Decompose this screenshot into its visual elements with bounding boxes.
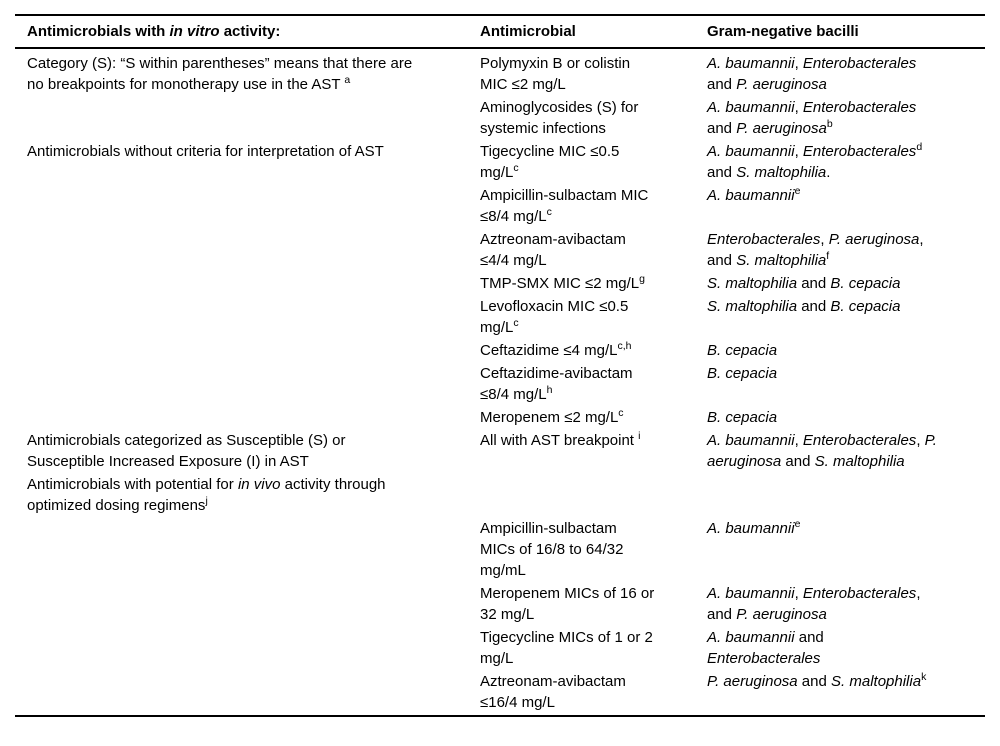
antimicrobial-cell: Aztreonam-avibactam ≤16/4 mg/L [480,673,626,711]
table-row: Polymyxin B or colistin MIC ≤2 mg/L A. ba… [480,53,985,95]
table-row: Aminoglycosides (S) for systemic infectio… [480,97,985,139]
antimicrobial-cell: Ceftazidime ≤4 mg/Lc,h [480,340,632,359]
group-label-paragraph: Antimicrobials with potential for in viv… [27,476,386,514]
table-row: Aztreonam-avibactam ≤4/4 mg/L Enterobacte… [480,229,985,271]
bacilli-cell: S. maltophilia and B. cepacia [707,298,901,315]
antimicrobial-cell: Aminoglycosides (S) for systemic infectio… [480,99,639,137]
bacilli-cell: A. baumanniie [707,185,801,204]
bacilli-cell: B. cepacia [707,365,778,382]
table-header-rule [15,47,985,49]
table-row: Ampicillin-sulbactam MIC ≤8/4 mg/Lc A. ba… [480,185,985,227]
table-header-row: Antimicrobials with in vitro activity: A… [15,16,985,47]
antimicrobial-cell: Tigecycline MICs of 1 or 2 mg/L [480,629,653,667]
table-row: Levofloxacin MIC ≤0.5 mg/Lc S. maltophili… [480,296,985,338]
bacilli-cell: P. aeruginosa and S. maltophiliak [707,671,927,690]
paper-table-page: Antimicrobials with in vitro activity: A… [0,14,1000,717]
antimicrobial-cell: Aztreonam-avibactam ≤4/4 mg/L [480,231,626,269]
antimicrobial-cell: Levofloxacin MIC ≤0.5 mg/Lc [480,298,629,336]
group-rows: Polymyxin B or colistin MIC ≤2 mg/L A. ba… [480,53,985,141]
table-row: Tigecycline MIC ≤0.5 mg/Lc A. baumannii, … [480,141,985,183]
bacilli-cell: A. baumannii, Enterobacterales and P. aer… [707,99,917,137]
bacilli-cell: A. baumannii, Enterobacteralesd and S. ma… [707,141,923,181]
antimicrobials-table: Antimicrobials with in vitro activity: A… [15,14,985,717]
group-label-cell: Antimicrobials without criteria for inte… [15,141,480,164]
table-group-susceptible-optimized: Antimicrobials categorized as Susceptibl… [15,430,985,715]
table-row: Meropenem MICs of 16 or 32 mg/L A. bauman… [480,583,985,625]
table-row: Aztreonam-avibactam ≤16/4 mg/L P. aerugin… [480,671,985,713]
bacilli-cell: A. baumanniie [707,518,801,537]
table-row: All with AST breakpoint i A. baumannii, … [480,430,985,516]
bacilli-cell: B. cepacia [707,409,778,426]
table-row: Tigecycline MICs of 1 or 2 mg/L A. bauman… [480,627,985,669]
table-row: Meropenem ≤2 mg/Lc B. cepacia [480,407,985,428]
table-body: Category (S): “S within parentheses” mea… [15,49,985,715]
table-row: Ampicillin-sulbactam MICs of 16/8 to 64/3… [480,518,985,581]
antimicrobial-cell: Ampicillin-sulbactam MICs of 16/8 to 64/3… [480,520,624,579]
antimicrobial-cell: Ampicillin-sulbactam MIC ≤8/4 mg/Lc [480,187,649,225]
header-antimicrobials-in-vitro: Antimicrobials with in vitro activity: [27,23,281,40]
antimicrobial-cell: Ceftazidime-avibactam ≤8/4 mg/Lh [480,365,633,403]
group-label-paragraph: Antimicrobials categorized as Susceptibl… [27,432,346,470]
antimicrobial-cell: Meropenem MICs of 16 or 32 mg/L [480,585,655,623]
group-label-cell: Antimicrobials categorized as Susceptibl… [15,430,480,518]
antimicrobial-cell: TMP-SMX MIC ≤2 mg/Lg [480,273,645,292]
antimicrobial-cell: Meropenem ≤2 mg/Lc [480,407,624,426]
table-row: Ceftazidime-avibactam ≤8/4 mg/Lh B. cepac… [480,363,985,405]
group-rows: Tigecycline MIC ≤0.5 mg/Lc A. baumannii, … [480,141,985,430]
table-row: TMP-SMX MIC ≤2 mg/Lg S. maltophilia and … [480,273,985,294]
table-group-category-s: Category (S): “S within parentheses” mea… [15,53,985,141]
bacilli-cell: A. baumannii, Enterobacterales, P. aerugi… [707,432,937,470]
bacilli-cell: A. baumannii, Enterobacterales, and P. ae… [707,585,921,623]
antimicrobial-cell: All with AST breakpoint i [480,430,641,449]
antimicrobial-cell: Tigecycline MIC ≤0.5 mg/Lc [480,143,620,181]
group-label-cell: Category (S): “S within parentheses” mea… [15,53,480,97]
bacilli-cell: B. cepacia [707,342,778,359]
bacilli-cell: S. maltophilia and B. cepacia [707,275,901,292]
group-rows: All with AST breakpoint i A. baumannii, … [480,430,985,715]
header-gram-negative-bacilli: Gram-negative bacilli [707,23,859,40]
bacilli-cell: Enterobacterales, P. aeruginosa, and S. m… [707,231,924,269]
table-top-rule [15,14,985,16]
table-group-without-criteria: Antimicrobials without criteria for inte… [15,141,985,430]
table-row: Ceftazidime ≤4 mg/Lc,h B. cepacia [480,340,985,361]
group-label-paragraph: Antimicrobials without criteria for inte… [27,143,384,160]
header-antimicrobial: Antimicrobial [480,23,576,40]
table-bottom-rule [15,715,985,717]
bacilli-cell: A. baumannii and Enterobacterales [707,629,824,667]
antimicrobial-cell: Polymyxin B or colistin MIC ≤2 mg/L [480,55,631,93]
group-label-paragraph: Category (S): “S within parentheses” mea… [27,55,413,93]
bacilli-cell: A. baumannii, Enterobacterales and P. aer… [707,55,917,93]
